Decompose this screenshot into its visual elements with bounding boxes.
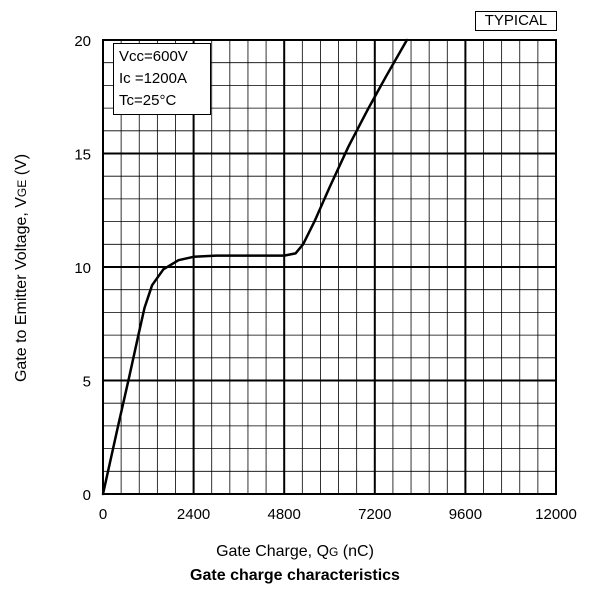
x-tick-label: 0: [99, 506, 107, 523]
y-tick-label: 0: [83, 487, 91, 504]
series-group: [101, 38, 409, 496]
x-axis-label: Gate Charge, QG (nC): [0, 543, 590, 561]
y-axis-label-subscript: GE: [15, 179, 29, 198]
y-axis-label-main: Gate to Emitter Voltage, V: [13, 197, 30, 383]
x-axis-label-main: Gate Charge, Q: [216, 543, 330, 560]
y-tick-labels: 0 5 10 15 20: [74, 33, 91, 504]
condition-ic: Ic =1200A: [119, 70, 187, 87]
y-tick-label: 10: [74, 260, 91, 277]
x-tick-label: 9600: [449, 506, 482, 523]
series-line: [101, 38, 409, 496]
typical-badge: TYPICAL: [475, 11, 557, 31]
y-axis-label: Gate to Emitter Voltage, VGE (V): [13, 154, 31, 382]
x-tick-label: 4800: [268, 506, 301, 523]
x-tick-label: 2400: [177, 506, 210, 523]
y-axis-label-unit: (V): [13, 153, 30, 180]
condition-vcc: Vcc=600V: [119, 48, 188, 65]
major-grid: [103, 40, 556, 494]
x-axis-label-unit: (nC): [338, 543, 374, 560]
y-tick-label: 5: [83, 374, 91, 391]
x-tick-label: 7200: [358, 506, 391, 523]
conditions-box: Vcc=600V Ic =1200A Tc=25°C: [113, 43, 211, 115]
x-axis-label-subscript: G: [329, 545, 339, 559]
plot-frame: [102, 39, 557, 495]
x-tick-label: 12000: [535, 506, 577, 523]
chart-caption: Gate charge characteristics: [190, 567, 400, 584]
x-tick-labels: 0 2400 4800 7200 9600 12000: [99, 506, 577, 523]
condition-tc: Tc=25°C: [119, 92, 177, 109]
y-tick-label: 20: [74, 33, 91, 50]
y-tick-label: 15: [74, 147, 91, 164]
